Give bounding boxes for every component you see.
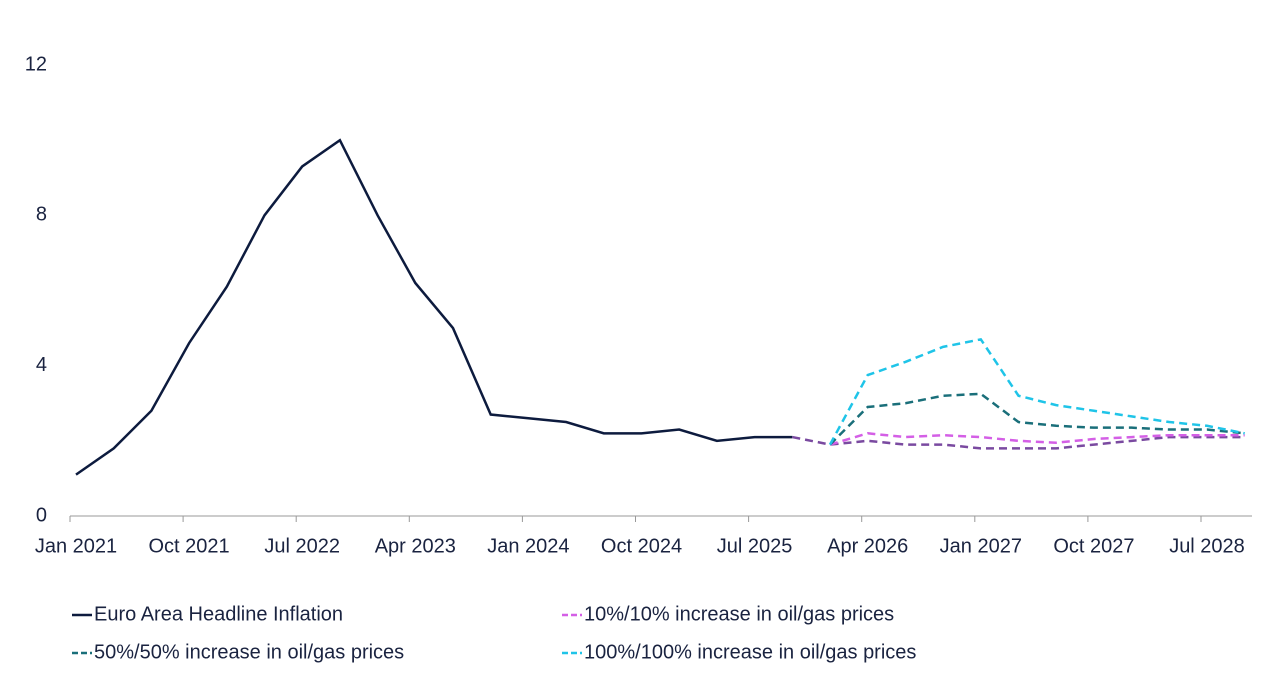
- x-tick-label: Apr 2023: [375, 535, 456, 557]
- legend-label: Euro Area Headline Inflation: [94, 603, 343, 625]
- x-tick-label: Jul 2025: [717, 535, 793, 557]
- x-tick-label: Oct 2027: [1053, 535, 1134, 557]
- x-tick-label: Jan 2027: [940, 535, 1022, 557]
- x-tick-label: Jan 2021: [35, 535, 117, 557]
- series-line: [829, 392, 1245, 446]
- y-tick-label: 0: [36, 504, 47, 526]
- y-tick-label: 12: [25, 53, 47, 75]
- x-tick-label: Jul 2022: [264, 535, 340, 557]
- legend-label: 50%/50% increase in oil/gas prices: [94, 641, 404, 663]
- series-line: [792, 435, 1245, 450]
- x-tick-label: Oct 2021: [149, 535, 230, 557]
- series-line: [829, 432, 1245, 446]
- series-line: [75, 138, 793, 476]
- x-tick-label: Apr 2026: [827, 535, 908, 557]
- y-tick-label: 4: [36, 354, 47, 376]
- y-tick-label: 8: [36, 204, 47, 226]
- legend-label: 10%/10% increase in oil/gas prices: [584, 603, 894, 625]
- x-tick-label: Oct 2024: [601, 535, 682, 557]
- x-tick-label: Jan 2024: [487, 535, 569, 557]
- x-tick-label: Jul 2028: [1169, 535, 1245, 557]
- legend-label: 100%/100% increase in oil/gas prices: [584, 641, 916, 663]
